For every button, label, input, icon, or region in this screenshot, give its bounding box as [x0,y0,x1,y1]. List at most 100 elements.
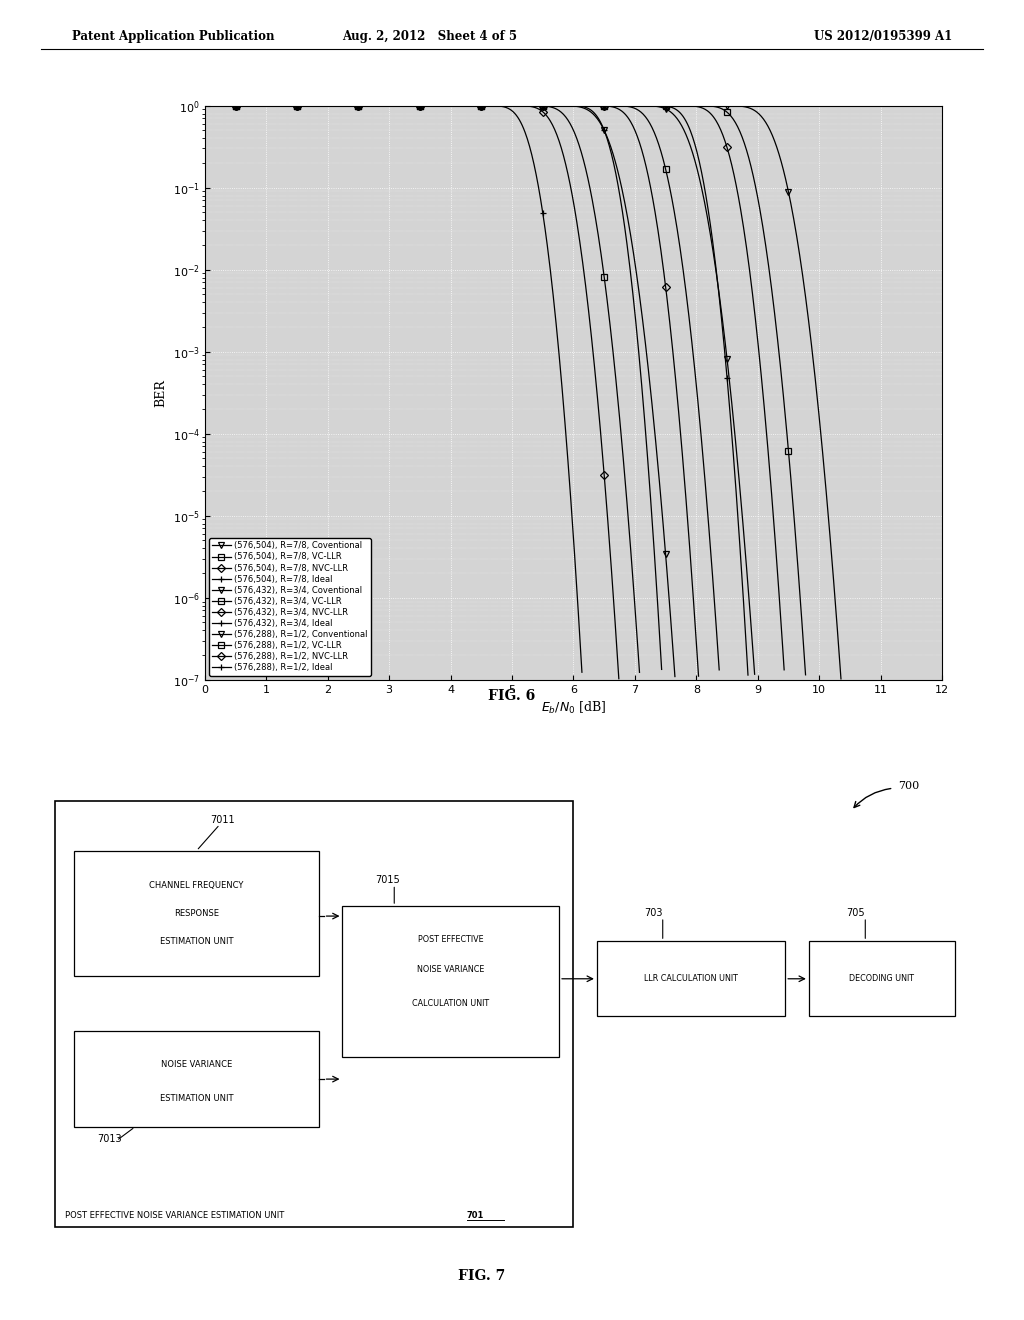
Text: 7015: 7015 [376,875,400,886]
(576,432), R=3/4, Coventional [549,98,561,114]
Text: Patent Application Publication: Patent Application Publication [72,30,274,44]
Text: 7011: 7011 [211,816,236,825]
(576,432), R=3/4, VC-LLR [199,98,211,114]
(576,288), R=1/2, Ideal [741,667,754,682]
Text: RESPONSE: RESPONSE [174,909,219,919]
(576,288), R=1/2, Ideal [631,98,643,114]
(576,504), R=7/8, NVC-LLR [478,98,490,114]
Line: (576,432), R=3/4, NVC-LLR: (576,432), R=3/4, NVC-LLR [205,106,698,676]
(576,504), R=7/8, Ideal [199,98,211,114]
Line: (576,504), R=7/8, VC-LLR: (576,504), R=7/8, VC-LLR [205,106,640,672]
(576,504), R=7/8, Ideal [507,104,519,120]
(576,504), R=7/8, VC-LLR [501,98,513,114]
FancyBboxPatch shape [55,801,573,1228]
Legend: (576,504), R=7/8, Coventional, (576,504), R=7/8, VC-LLR, (576,504), R=7/8, NVC-L: (576,504), R=7/8, Coventional, (576,504)… [209,539,371,676]
(576,504), R=7/8, Ideal [536,195,548,211]
(576,504), R=7/8, VC-LLR [567,123,580,139]
(576,504), R=7/8, Ideal [206,98,218,114]
(576,432), R=3/4, NVC-LLR [466,98,478,114]
Text: NOISE VARIANCE: NOISE VARIANCE [417,965,484,974]
Text: DECODING UNIT: DECODING UNIT [849,974,914,983]
(576,288), R=1/2, VC-LLR [209,98,221,114]
Text: LLR CALCULATION UNIT: LLR CALCULATION UNIT [644,974,738,983]
FancyBboxPatch shape [342,906,559,1056]
(576,504), R=7/8, VC-LLR [606,337,618,352]
(576,504), R=7/8, NVC-LLR [243,98,255,114]
FancyBboxPatch shape [597,941,785,1016]
(576,288), R=1/2, Conventional [199,98,211,114]
(576,432), R=3/4, Coventional [499,98,511,114]
(576,288), R=1/2, VC-LLR [417,98,429,114]
(576,288), R=1/2, Conventional [799,284,811,300]
(576,504), R=7/8, NVC-LLR [612,671,625,686]
Text: NOISE VARIANCE: NOISE VARIANCE [161,1060,232,1069]
(576,288), R=1/2, NVC-LLR [199,98,211,114]
(576,504), R=7/8, Coventional [467,98,479,114]
FancyBboxPatch shape [74,851,318,977]
(576,288), R=1/2, VC-LLR [664,98,676,114]
Text: Aug. 2, 2012   Sheet 4 of 5: Aug. 2, 2012 Sheet 4 of 5 [343,30,517,44]
(576,432), R=3/4, Coventional [318,98,331,114]
(576,432), R=3/4, VC-LLR [297,98,309,114]
Text: 700: 700 [898,780,920,791]
Line: (576,432), R=3/4, Coventional: (576,432), R=3/4, Coventional [205,106,755,675]
(576,504), R=7/8, NVC-LLR [347,98,359,114]
Text: CHANNEL FREQUENCY: CHANNEL FREQUENCY [150,882,244,891]
Y-axis label: BER: BER [154,379,167,407]
(576,432), R=3/4, Ideal [655,661,668,677]
(576,504), R=7/8, Ideal [365,98,377,114]
(576,432), R=3/4, Ideal [263,98,275,114]
(576,432), R=3/4, VC-LLR [603,98,615,114]
(576,504), R=7/8, Ideal [575,664,588,680]
(576,504), R=7/8, NVC-LLR [487,98,500,114]
(576,432), R=3/4, Coventional [519,98,531,114]
(576,288), R=1/2, Ideal [341,98,353,114]
(576,432), R=3/4, NVC-LLR [344,98,356,114]
(576,504), R=7/8, NVC-LLR [290,98,302,114]
FancyBboxPatch shape [809,941,954,1016]
(576,288), R=1/2, NVC-LLR [361,98,374,114]
(576,288), R=1/2, Conventional [744,100,757,116]
(576,288), R=1/2, NVC-LLR [739,230,752,246]
(576,432), R=3/4, NVC-LLR [626,116,638,132]
(576,432), R=3/4, NVC-LLR [484,98,497,114]
(576,432), R=3/4, Coventional [199,98,211,114]
(576,504), R=7/8, VC-LLR [199,98,211,114]
(576,288), R=1/2, NVC-LLR [407,98,419,114]
(576,288), R=1/2, Ideal [201,98,213,114]
(576,432), R=3/4, Ideal [583,100,595,116]
(576,432), R=3/4, Ideal [199,98,211,114]
(576,504), R=7/8, Coventional [295,98,307,114]
(576,504), R=7/8, VC-LLR [218,98,230,114]
Line: (576,504), R=7/8, NVC-LLR: (576,504), R=7/8, NVC-LLR [205,106,618,678]
(576,432), R=3/4, NVC-LLR [199,98,211,114]
(576,288), R=1/2, Conventional [835,671,847,686]
(576,288), R=1/2, Ideal [342,98,354,114]
(576,504), R=7/8, VC-LLR [519,98,531,114]
(576,432), R=3/4, NVC-LLR [302,98,314,114]
(576,288), R=1/2, VC-LLR [228,98,241,114]
(576,288), R=1/2, Conventional [639,98,651,114]
(576,432), R=3/4, Coventional [749,667,761,682]
(576,288), R=1/2, NVC-LLR [778,661,791,677]
(576,432), R=3/4, Ideal [368,98,380,114]
(576,504), R=7/8, Coventional [557,98,569,114]
(576,288), R=1/2, Conventional [408,98,420,114]
Text: 701: 701 [467,1210,484,1220]
(576,432), R=3/4, NVC-LLR [692,668,705,684]
(576,504), R=7/8, VC-LLR [634,664,646,680]
(576,288), R=1/2, Conventional [607,98,620,114]
(576,432), R=3/4, Coventional [626,98,638,114]
Text: 705: 705 [847,908,865,919]
(576,288), R=1/2, NVC-LLR [694,99,707,115]
(576,504), R=7/8, NVC-LLR [199,98,211,114]
(576,288), R=1/2, Ideal [343,98,355,114]
(576,432), R=3/4, Ideal [554,98,566,114]
(576,288), R=1/2, VC-LLR [199,98,211,114]
(576,288), R=1/2, Conventional [524,98,537,114]
(576,288), R=1/2, VC-LLR [800,667,812,682]
Line: (576,504), R=7/8, Coventional: (576,504), R=7/8, Coventional [205,106,675,677]
(576,432), R=3/4, Coventional [578,98,590,114]
(576,288), R=1/2, NVC-LLR [234,98,247,114]
(576,504), R=7/8, Coventional [199,98,211,114]
